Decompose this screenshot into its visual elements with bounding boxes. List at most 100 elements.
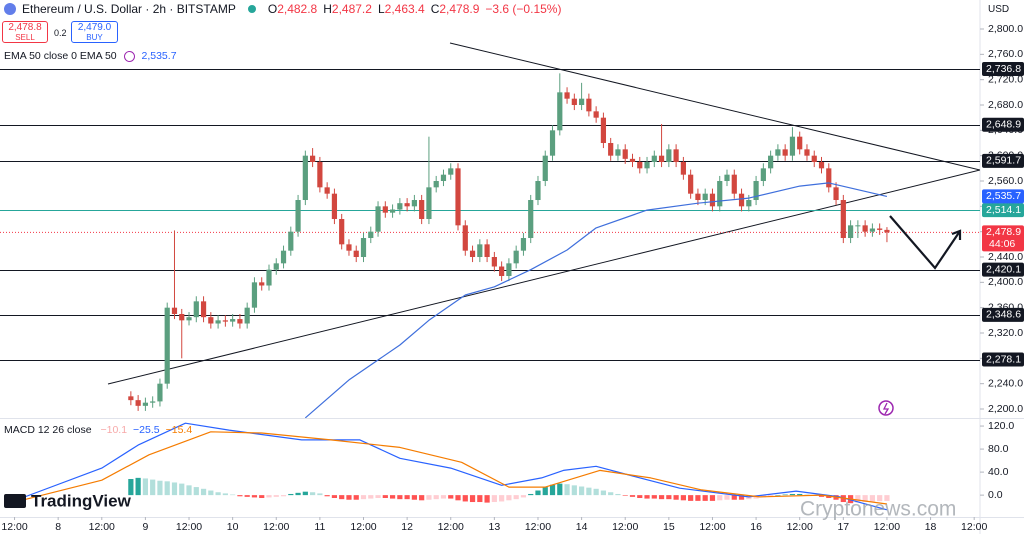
ohlc-value: 2,463.4: [384, 2, 425, 16]
macd-histogram-bar: [877, 495, 883, 502]
candle-body: [818, 162, 825, 169]
candle-body: [702, 193, 708, 201]
x-tick-label: 12:00: [699, 521, 725, 533]
level-box: [982, 203, 1024, 218]
x-tick-label: 14: [576, 521, 588, 533]
macd-histogram-bar: [775, 495, 781, 496]
candle-body: [731, 174, 737, 194]
indicator-label: EMA 50 close 0 EMA 50: [4, 50, 117, 62]
candle-body: [448, 168, 454, 175]
macd-value: −10.1: [100, 424, 128, 436]
macd-histogram-bar: [164, 481, 170, 496]
candle-body: [717, 181, 723, 207]
candle-body: [375, 206, 381, 232]
macd-histogram-bar: [535, 490, 541, 496]
macd-histogram-bar: [658, 495, 665, 500]
candle-body: [768, 155, 774, 169]
candle-body: [877, 228, 883, 230]
macd-histogram-bar: [324, 495, 330, 497]
candle-body: [280, 250, 287, 264]
macd-histogram-bar: [128, 479, 134, 496]
candle-body: [186, 317, 192, 321]
y-tick-label: 2,560.0: [988, 175, 1023, 187]
macd-histogram-bar: [215, 492, 221, 496]
macd-histogram-bar: [157, 480, 163, 496]
macd-histogram-bar: [593, 488, 599, 496]
candle-body: [244, 307, 250, 324]
candle-body: [251, 282, 258, 308]
level-label: 2,420.1: [986, 263, 1021, 275]
level-label: 2,278.1: [986, 353, 1021, 365]
candle-body: [484, 244, 490, 258]
candle-body: [179, 314, 185, 321]
alert-icon[interactable]: [878, 400, 894, 416]
macd-histogram-bar: [310, 492, 316, 496]
candle-body: [382, 206, 388, 213]
macd-histogram-bar: [506, 495, 512, 501]
macd-histogram-bar: [528, 493, 534, 496]
candle-body: [695, 193, 701, 201]
candle-body: [862, 225, 868, 232]
candle-body: [353, 250, 359, 258]
header: Ethereum / U.S. Dollar · 2h · BITSTAMP O…: [4, 2, 561, 16]
macd-histogram-bar: [426, 495, 432, 500]
x-tick-label: 12:00: [263, 521, 289, 533]
sell-label: SELL: [15, 33, 35, 42]
sell-price: 2,478.8: [8, 22, 42, 33]
x-tick-label: 13: [489, 521, 501, 533]
candle-body: [135, 400, 141, 406]
macd-histogram-bar: [622, 495, 628, 496]
level-box: [982, 307, 1024, 322]
branding: TradingView: [31, 491, 132, 510]
candle-body: [310, 155, 316, 163]
macd-histogram-bar: [404, 495, 410, 500]
x-tick-label: 12:00: [525, 521, 551, 533]
macd-histogram-bar: [797, 493, 803, 496]
ohlc-key: L: [377, 2, 385, 16]
macd-histogram-bar: [724, 495, 730, 500]
candle-body: [404, 203, 410, 207]
macd-histogram-bar: [855, 495, 861, 503]
candle-body: [855, 225, 861, 227]
level-box: [982, 62, 1024, 77]
candle-body: [688, 174, 694, 194]
buy-button[interactable]: 2,479.0 BUY: [71, 21, 118, 43]
macd-histogram-bar: [382, 495, 388, 499]
x-tick-label: 17: [837, 521, 849, 533]
candle-body: [637, 162, 643, 169]
macd-histogram-bar: [331, 495, 338, 499]
candle-body: [324, 187, 330, 194]
candle-body: [171, 307, 178, 315]
macd-histogram-bar: [150, 479, 156, 496]
watermark: Cryptonews.com: [800, 498, 956, 521]
candle-body: [760, 168, 766, 182]
indicator-legend: EMA 50 close 0 EMA 50 2,535.7: [4, 50, 177, 62]
macd-line: [21, 422, 888, 511]
level-label: 2,514.1: [986, 204, 1021, 216]
macd-histogram-bar: [339, 495, 345, 500]
x-tick-label: 8: [55, 521, 61, 533]
macd-histogram-bar: [738, 495, 745, 500]
macd-histogram-bar: [346, 495, 352, 500]
macd-histogram-bar: [484, 495, 490, 503]
currency: USD: [988, 4, 1010, 15]
candle-body: [302, 155, 308, 201]
trendline: [107, 169, 980, 385]
candle-body: [317, 162, 323, 188]
candle-body: [426, 187, 432, 220]
indicator-icon: [123, 50, 135, 62]
x-tick-label: 10: [227, 521, 239, 533]
ohlc-key: H: [323, 2, 332, 16]
candle-body: [411, 200, 417, 207]
change: −3.6 (−0.15%): [485, 2, 562, 16]
candle-body: [469, 250, 476, 258]
sell-button[interactable]: 2,478.8 SELL: [2, 21, 48, 43]
macd-histogram-bar: [317, 493, 323, 496]
candle-body: [506, 263, 512, 277]
macd-histogram-bar: [600, 490, 607, 496]
macd-histogram-bar: [360, 495, 367, 500]
candle-body: [295, 200, 301, 232]
macd-histogram-bar: [411, 495, 417, 500]
level-label: 2,648.9: [986, 118, 1021, 130]
symbol-title: Ethereum / U.S. Dollar · 2h · BITSTAMP: [22, 2, 236, 16]
